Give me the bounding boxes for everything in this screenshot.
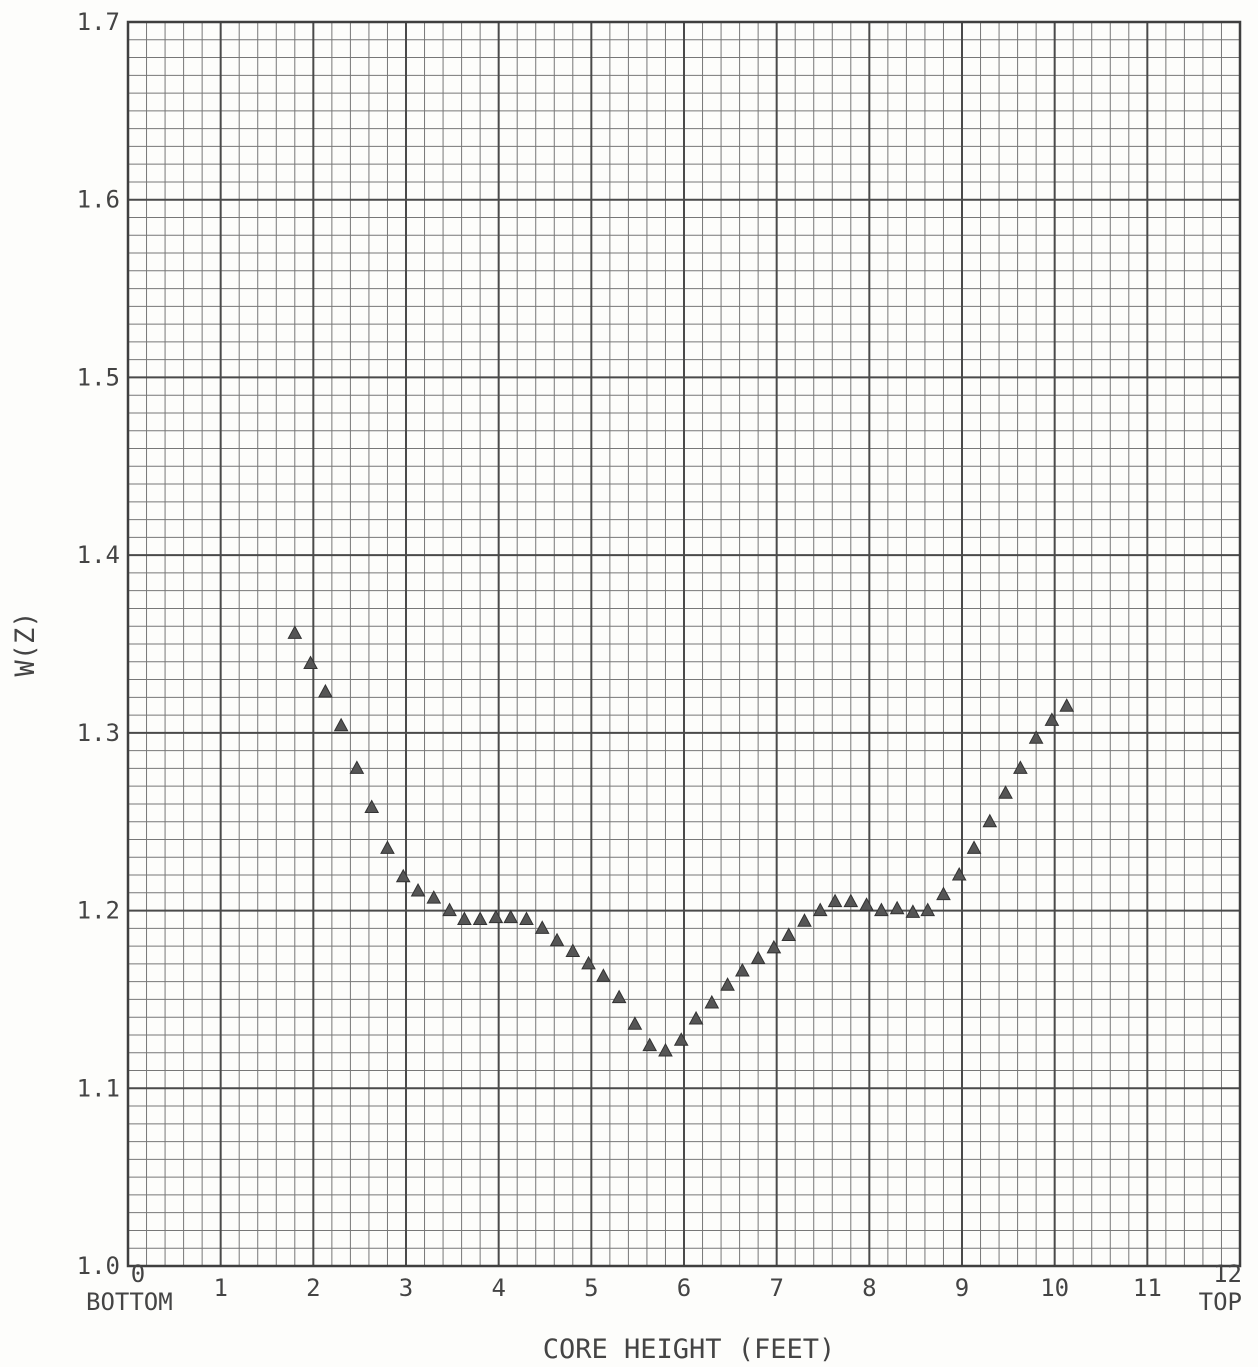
- data-point: [936, 886, 951, 901]
- data-point: [565, 943, 581, 957]
- data-point: [519, 911, 534, 925]
- x-tick-label: 8: [862, 1274, 876, 1302]
- data-point: [287, 625, 303, 639]
- data-point: [534, 920, 550, 934]
- x-axis-top-label: TOP: [1199, 1288, 1242, 1316]
- data-point: [426, 890, 442, 904]
- data-point: [380, 840, 395, 854]
- x-axis-bottom-label: BOTTOM: [86, 1288, 173, 1316]
- data-point: [642, 1037, 658, 1052]
- data-point: [442, 902, 457, 917]
- data-point: [905, 904, 921, 918]
- data-point: [364, 799, 380, 813]
- data-points: [287, 625, 1075, 1057]
- data-point: [951, 866, 967, 881]
- y-tick-label: 1.0: [77, 1252, 120, 1280]
- data-point: [472, 911, 488, 925]
- y-tick-label: 1.5: [77, 363, 120, 391]
- data-point: [797, 913, 812, 927]
- y-tick-label: 1.7: [77, 8, 120, 36]
- data-point: [349, 760, 365, 774]
- data-point: [827, 893, 843, 908]
- x-tick-labels: 0 1 2 3 4 5 6 7 8 9 10 11 12: [131, 1260, 1242, 1302]
- x-tick-label: 2: [306, 1274, 320, 1302]
- y-tick-label: 1.2: [77, 897, 120, 925]
- plot-frame: [126, 20, 1242, 1268]
- data-point: [658, 1042, 673, 1057]
- data-point: [596, 968, 611, 982]
- data-point: [303, 655, 318, 670]
- data-point: [673, 1032, 689, 1046]
- x-tick-label: 5: [584, 1274, 598, 1302]
- data-point: [627, 1016, 643, 1030]
- x-tick-label: 4: [491, 1274, 505, 1302]
- data-point: [488, 909, 504, 924]
- x-tick-label: 10: [1040, 1274, 1069, 1302]
- x-tick-label: 7: [769, 1274, 783, 1302]
- data-point: [1028, 730, 1044, 744]
- data-point: [410, 882, 426, 897]
- data-point: [457, 911, 472, 925]
- data-point: [318, 683, 333, 698]
- data-point: [1013, 760, 1028, 774]
- data-point: [843, 893, 859, 908]
- x-tick-label: 0: [131, 1260, 145, 1288]
- y-tick-label: 1.1: [77, 1074, 120, 1102]
- x-tick-label: 11: [1133, 1274, 1162, 1302]
- data-point: [611, 989, 627, 1004]
- data-point: [581, 955, 596, 970]
- data-point: [812, 902, 828, 917]
- data-point: [720, 977, 735, 991]
- data-point: [750, 950, 766, 965]
- data-point: [395, 868, 411, 883]
- x-tick-label: 1: [213, 1274, 227, 1302]
- y-tick-label: 1.6: [77, 186, 120, 214]
- x-tick-label: 12: [1213, 1260, 1242, 1288]
- data-point: [998, 785, 1013, 799]
- data-point: [333, 717, 349, 732]
- data-point: [735, 962, 750, 977]
- data-point: [1044, 712, 1060, 726]
- data-point: [688, 1010, 704, 1025]
- data-point: [503, 909, 519, 924]
- data-point: [1059, 698, 1075, 712]
- x-axis-title: CORE HEIGHT (FEET): [543, 1334, 836, 1365]
- data-point: [549, 932, 565, 947]
- y-tick-label: 1.3: [77, 719, 120, 747]
- data-point: [982, 813, 998, 828]
- data-point: [859, 897, 874, 911]
- x-tick-label: 9: [955, 1274, 969, 1302]
- y-axis-title: W(Z): [10, 611, 41, 676]
- data-point: [704, 994, 720, 1009]
- y-tick-labels: 1.0 1.1 1.2 1.3 1.4 1.5 1.6 1.7: [77, 8, 120, 1280]
- data-point: [766, 939, 782, 954]
- x-tick-label: 3: [399, 1274, 413, 1302]
- data-point: [966, 840, 982, 854]
- data-point: [920, 902, 936, 917]
- data-point: [889, 900, 905, 915]
- data-point: [874, 902, 889, 917]
- y-tick-label: 1.4: [77, 541, 120, 569]
- x-tick-label: 6: [677, 1274, 691, 1302]
- data-point: [781, 927, 797, 941]
